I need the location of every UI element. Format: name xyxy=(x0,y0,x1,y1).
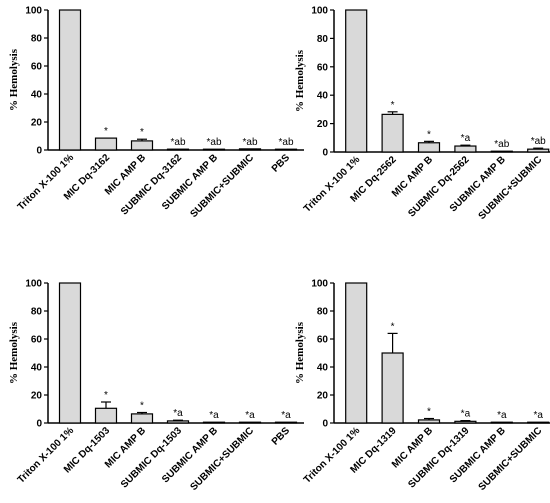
significance-label: *a xyxy=(461,133,471,144)
category-label: Triton X-100 1% xyxy=(16,152,77,213)
y-tick-label: 0 xyxy=(322,419,328,430)
significance-label: *ab xyxy=(242,137,257,148)
bar xyxy=(417,419,441,424)
bar xyxy=(58,282,82,424)
category-label: SUBMIC Dq-1319 xyxy=(406,425,471,490)
category-label: Triton X-100 1% xyxy=(302,425,363,486)
bar xyxy=(454,145,477,153)
significance-label: *ab xyxy=(206,137,221,148)
bar xyxy=(238,148,262,151)
significance-label: *a xyxy=(461,409,471,420)
bar xyxy=(381,352,404,424)
y-tick-label: 0 xyxy=(322,148,328,159)
significance-label: * xyxy=(104,126,108,137)
significance-label: * xyxy=(391,321,395,332)
y-tick-label: 100 xyxy=(25,279,42,290)
bar xyxy=(58,9,82,151)
significance-label: *a xyxy=(245,410,255,421)
category-label: SUBMIC Dq-3162 xyxy=(119,152,184,217)
y-tick-label: 0 xyxy=(36,146,42,157)
bar xyxy=(130,140,154,151)
bar xyxy=(94,137,118,151)
significance-label: *a xyxy=(533,410,543,421)
category-label: SUBMIC Dq-1503 xyxy=(119,425,184,490)
y-tick-label: 60 xyxy=(31,62,43,73)
bar xyxy=(202,148,226,151)
bar xyxy=(345,282,368,424)
y-axis-title: % Hemolysis xyxy=(8,321,20,384)
y-tick-label: 40 xyxy=(317,91,329,102)
bar xyxy=(274,421,298,424)
significance-label: * xyxy=(104,390,108,401)
bar xyxy=(202,421,226,424)
significance-label: *a xyxy=(497,410,507,421)
bar xyxy=(527,148,550,153)
significance-label: * xyxy=(140,127,144,138)
y-tick-label: 60 xyxy=(317,335,329,346)
bar xyxy=(490,150,513,153)
category-label: SUBMIC+SUBMIC xyxy=(188,152,256,220)
significance-label: *a xyxy=(281,410,291,421)
y-axis-title: % Hemolysis xyxy=(294,321,306,384)
category-label: SUBMIC Dq-2562 xyxy=(406,154,471,219)
y-tick-label: 80 xyxy=(317,307,329,318)
bar xyxy=(527,421,550,424)
y-tick-label: 40 xyxy=(31,90,43,101)
bar xyxy=(490,421,513,424)
y-axis-title: % Hemolysis xyxy=(294,49,306,112)
significance-label: * xyxy=(427,129,431,140)
bar xyxy=(238,421,262,424)
y-tick-label: 60 xyxy=(317,62,329,73)
category-label: PBS xyxy=(270,152,293,175)
y-tick-label: 80 xyxy=(317,34,329,45)
bar xyxy=(417,142,441,153)
y-tick-label: 80 xyxy=(31,307,43,318)
significance-label: * xyxy=(427,407,431,418)
bar xyxy=(381,113,404,153)
bar xyxy=(274,148,298,151)
y-tick-label: 20 xyxy=(31,118,43,129)
bar xyxy=(345,9,368,153)
y-tick-label: 100 xyxy=(25,6,42,17)
category-label: SUBMIC+SUBMIC xyxy=(188,425,256,493)
y-tick-label: 40 xyxy=(31,363,43,374)
y-tick-label: 40 xyxy=(317,363,329,374)
category-label: PBS xyxy=(270,425,293,448)
y-tick-label: 60 xyxy=(31,335,43,346)
y-tick-label: 100 xyxy=(311,279,328,290)
y-tick-label: 0 xyxy=(36,419,42,430)
significance-label: *ab xyxy=(531,136,546,147)
y-axis-title: % Hemolysis xyxy=(8,48,20,111)
significance-label: *ab xyxy=(278,137,293,148)
y-tick-label: 100 xyxy=(311,6,328,17)
y-tick-label: 20 xyxy=(31,391,43,402)
bar xyxy=(454,420,477,424)
bar xyxy=(94,407,118,424)
y-tick-label: 20 xyxy=(317,391,329,402)
significance-label: *a xyxy=(173,408,183,419)
category-label: Triton X-100 1% xyxy=(16,425,77,486)
significance-label: *ab xyxy=(494,139,509,150)
significance-label: *ab xyxy=(170,137,185,148)
y-tick-label: 80 xyxy=(31,34,43,45)
y-tick-label: 20 xyxy=(317,119,329,130)
bar xyxy=(166,148,190,151)
significance-label: * xyxy=(391,100,395,111)
significance-label: * xyxy=(140,401,144,412)
category-label: SUBMIC+SUBMIC xyxy=(477,425,545,493)
category-label: Triton X-100 1% xyxy=(302,154,363,215)
significance-label: *a xyxy=(209,410,219,421)
bar xyxy=(130,413,154,424)
bar xyxy=(166,420,190,424)
category-label: SUBMIC+SUBMIC xyxy=(477,154,545,222)
